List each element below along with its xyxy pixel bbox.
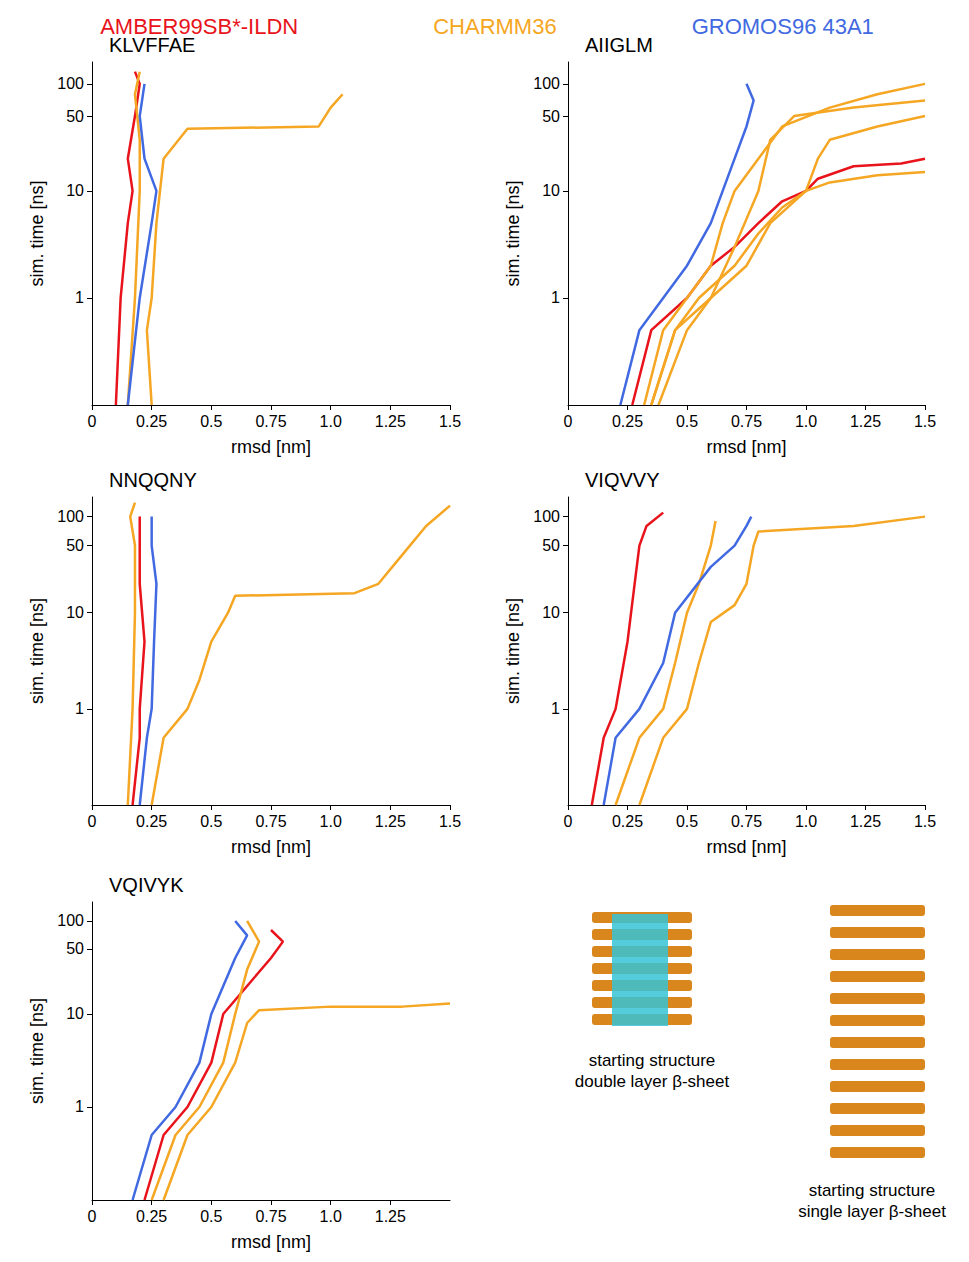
svg-text:1: 1 <box>551 289 560 306</box>
svg-text:10: 10 <box>66 182 84 199</box>
svg-text:rmsd [nm]: rmsd [nm] <box>231 837 311 857</box>
svg-text:0.5: 0.5 <box>676 813 698 830</box>
svg-text:GROMOS96 43A1: GROMOS96 43A1 <box>692 14 874 39</box>
svg-text:10: 10 <box>66 604 84 621</box>
svg-text:0: 0 <box>564 413 573 430</box>
svg-text:0: 0 <box>564 813 573 830</box>
svg-text:0: 0 <box>88 413 97 430</box>
svg-text:100: 100 <box>57 508 84 525</box>
svg-text:1.0: 1.0 <box>320 413 342 430</box>
svg-text:0.75: 0.75 <box>255 813 286 830</box>
svg-text:rmsd [nm]: rmsd [nm] <box>706 437 786 457</box>
svg-text:AMBER99SB*-ILDN: AMBER99SB*-ILDN <box>100 13 299 39</box>
svg-text:1.0: 1.0 <box>795 813 817 830</box>
svg-text:1.25: 1.25 <box>850 813 881 830</box>
svg-text:100: 100 <box>57 75 84 92</box>
svg-text:0.25: 0.25 <box>136 1208 167 1225</box>
svg-text:0.75: 0.75 <box>255 1208 286 1225</box>
svg-text:0.5: 0.5 <box>200 1208 222 1225</box>
svg-text:0.25: 0.25 <box>136 413 167 430</box>
svg-text:10: 10 <box>542 604 560 621</box>
svg-text:0.75: 0.75 <box>255 413 286 430</box>
svg-text:sim. time [ns]: sim. time [ns] <box>27 998 47 1104</box>
svg-text:1.5: 1.5 <box>914 413 936 430</box>
svg-text:10: 10 <box>542 182 560 199</box>
svg-text:0.5: 0.5 <box>200 813 222 830</box>
svg-text:sim. time [ns]: sim. time [ns] <box>27 180 47 286</box>
svg-text:50: 50 <box>66 108 84 125</box>
svg-text:rmsd [nm]: rmsd [nm] <box>706 837 786 857</box>
svg-text:0.25: 0.25 <box>612 413 643 430</box>
svg-text:1.0: 1.0 <box>795 413 817 430</box>
svg-text:50: 50 <box>542 537 560 554</box>
svg-text:1.0: 1.0 <box>320 1208 342 1225</box>
svg-text:1.25: 1.25 <box>375 413 406 430</box>
svg-text:50: 50 <box>66 940 84 957</box>
svg-text:1.5: 1.5 <box>439 813 461 830</box>
svg-text:1.0: 1.0 <box>320 813 342 830</box>
svg-text:1.5: 1.5 <box>914 813 936 830</box>
svg-text:sim. time [ns]: sim. time [ns] <box>27 598 47 704</box>
svg-text:sim. time [ns]: sim. time [ns] <box>503 180 523 286</box>
svg-text:KLVFFAE: KLVFFAE <box>109 34 195 56</box>
svg-text:100: 100 <box>57 912 84 929</box>
svg-text:1: 1 <box>75 700 84 717</box>
svg-text:1.25: 1.25 <box>375 813 406 830</box>
svg-text:AIIGLM: AIIGLM <box>585 34 653 56</box>
svg-text:0: 0 <box>88 813 97 830</box>
svg-text:0: 0 <box>88 1208 97 1225</box>
svg-text:0.75: 0.75 <box>731 813 762 830</box>
svg-text:VQIVYK: VQIVYK <box>109 874 184 896</box>
svg-text:VIQVVY: VIQVVY <box>585 469 659 491</box>
svg-text:100: 100 <box>533 508 560 525</box>
svg-text:1.25: 1.25 <box>375 1208 406 1225</box>
svg-text:1: 1 <box>551 700 560 717</box>
html-text:starting structure double laye: starting structure double layer β-sheet <box>574 1051 730 1091</box>
svg-text:rmsd [nm]: rmsd [nm] <box>231 1232 311 1252</box>
svg-text:1: 1 <box>75 289 84 306</box>
svg-text:sim. time [ns]: sim. time [ns] <box>503 598 523 704</box>
svg-text:0.75: 0.75 <box>731 413 762 430</box>
svg-text:50: 50 <box>66 537 84 554</box>
svg-text:10: 10 <box>66 1005 84 1022</box>
svg-text:rmsd [nm]: rmsd [nm] <box>231 437 311 457</box>
svg-text:0.5: 0.5 <box>676 413 698 430</box>
svg-text:1.25: 1.25 <box>850 413 881 430</box>
svg-text:50: 50 <box>542 108 560 125</box>
svg-text:0.25: 0.25 <box>612 813 643 830</box>
svg-text:100: 100 <box>533 75 560 92</box>
svg-text:1: 1 <box>75 1098 84 1115</box>
svg-text:0.25: 0.25 <box>136 813 167 830</box>
svg-text:1.5: 1.5 <box>439 413 461 430</box>
svg-text:0.5: 0.5 <box>200 413 222 430</box>
html-text:starting structure single laye: starting structure single layer β-sheet <box>798 1181 946 1221</box>
svg-text:NNQQNY: NNQQNY <box>109 469 197 491</box>
svg-text:CHARMM36: CHARMM36 <box>433 14 556 39</box>
